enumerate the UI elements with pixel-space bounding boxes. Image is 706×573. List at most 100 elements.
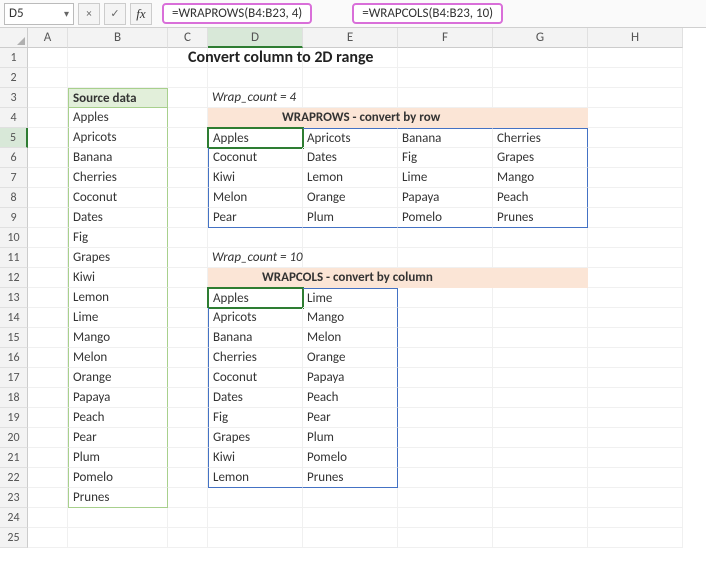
row-header[interactable]: 4 [0, 108, 28, 128]
cell[interactable] [168, 108, 208, 128]
cell[interactable] [493, 488, 588, 508]
cell[interactable] [168, 248, 208, 268]
col-header[interactable]: H [588, 28, 683, 48]
row-header[interactable]: 7 [0, 168, 28, 188]
row-header[interactable]: 24 [0, 508, 28, 528]
cell[interactable] [588, 108, 683, 128]
cell[interactable] [493, 308, 588, 328]
cell[interactable]: Pomelo [398, 208, 493, 228]
cell[interactable]: Peach [68, 408, 168, 428]
select-all-corner[interactable] [0, 28, 28, 48]
cell[interactable] [208, 528, 303, 548]
cell[interactable]: Grapes [493, 148, 588, 168]
cell[interactable]: Prunes [68, 488, 168, 508]
cell[interactable] [398, 368, 493, 388]
row-header[interactable]: 23 [0, 488, 28, 508]
cell[interactable] [168, 368, 208, 388]
cell[interactable] [493, 448, 588, 468]
cell[interactable] [493, 228, 588, 248]
cell[interactable]: Kiwi [208, 168, 303, 188]
cell[interactable]: Cherries [68, 168, 168, 188]
cell[interactable] [168, 68, 208, 88]
cell[interactable] [168, 88, 208, 108]
cell[interactable] [28, 468, 68, 488]
cell[interactable]: Mango [68, 328, 168, 348]
cell[interactable] [588, 88, 683, 108]
cell[interactable]: Grapes [208, 428, 303, 448]
cell[interactable] [168, 228, 208, 248]
row-header[interactable]: 15 [0, 328, 28, 348]
cell[interactable]: WRAPCOLS - convert by column [208, 268, 303, 288]
cell[interactable] [28, 488, 68, 508]
cell[interactable] [493, 48, 588, 68]
cell[interactable] [28, 408, 68, 428]
cell[interactable] [493, 328, 588, 348]
cell[interactable]: Papaya [303, 368, 398, 388]
cell[interactable] [168, 308, 208, 328]
cell[interactable] [168, 428, 208, 448]
cell[interactable]: Dates [208, 388, 303, 408]
cell[interactable] [398, 508, 493, 528]
cell[interactable] [588, 248, 683, 268]
cell[interactable] [68, 508, 168, 528]
row-header[interactable]: 22 [0, 468, 28, 488]
cell[interactable] [398, 388, 493, 408]
cell[interactable] [28, 268, 68, 288]
cell[interactable] [28, 108, 68, 128]
cell[interactable] [493, 88, 588, 108]
cell[interactable] [588, 368, 683, 388]
cell[interactable] [28, 428, 68, 448]
cell[interactable] [398, 408, 493, 428]
cell[interactable]: Papaya [68, 388, 168, 408]
cell[interactable] [28, 68, 68, 88]
cell[interactable] [588, 468, 683, 488]
cell[interactable] [28, 48, 68, 68]
cell[interactable]: Pear [208, 208, 303, 228]
cell[interactable]: Papaya [398, 188, 493, 208]
cell[interactable] [303, 88, 398, 108]
cell[interactable] [28, 168, 68, 188]
cell[interactable]: Plum [303, 428, 398, 448]
cell[interactable] [588, 328, 683, 348]
cell[interactable] [168, 188, 208, 208]
cell[interactable] [168, 128, 208, 148]
cell[interactable] [398, 248, 493, 268]
cell[interactable]: Banana [398, 128, 493, 148]
row-header[interactable]: 13 [0, 288, 28, 308]
col-header[interactable]: G [493, 28, 588, 48]
cell[interactable] [68, 528, 168, 548]
cell[interactable] [28, 328, 68, 348]
cell[interactable]: Coconut [208, 368, 303, 388]
cell[interactable] [168, 528, 208, 548]
cell[interactable] [398, 468, 493, 488]
cell[interactable] [493, 368, 588, 388]
cell[interactable] [398, 88, 493, 108]
cell[interactable] [493, 68, 588, 88]
cell[interactable]: Banana [208, 328, 303, 348]
worksheet[interactable]: A B C D E F G H 1Convert column to 2D ra… [0, 28, 706, 548]
cell[interactable] [168, 468, 208, 488]
cell[interactable]: Convert column to 2D range [168, 48, 208, 68]
cell[interactable] [588, 68, 683, 88]
cell[interactable]: Lemon [208, 468, 303, 488]
cell[interactable] [28, 508, 68, 528]
cell[interactable] [493, 528, 588, 548]
row-header[interactable]: 10 [0, 228, 28, 248]
cell[interactable] [493, 348, 588, 368]
cell[interactable] [493, 408, 588, 428]
cell[interactable] [398, 448, 493, 468]
cell[interactable] [28, 188, 68, 208]
cell[interactable] [588, 428, 683, 448]
cell[interactable] [588, 508, 683, 528]
col-header[interactable]: F [398, 28, 493, 48]
cell[interactable]: Plum [68, 448, 168, 468]
col-header[interactable]: C [168, 28, 208, 48]
cell[interactable] [303, 68, 398, 88]
row-header[interactable]: 2 [0, 68, 28, 88]
row-header[interactable]: 14 [0, 308, 28, 328]
cell[interactable]: WRAPROWS - convert by row [208, 108, 303, 128]
cell[interactable]: Wrap_count = 4 [208, 88, 303, 108]
cell[interactable] [588, 308, 683, 328]
cell[interactable] [588, 288, 683, 308]
cell[interactable]: Lime [68, 308, 168, 328]
